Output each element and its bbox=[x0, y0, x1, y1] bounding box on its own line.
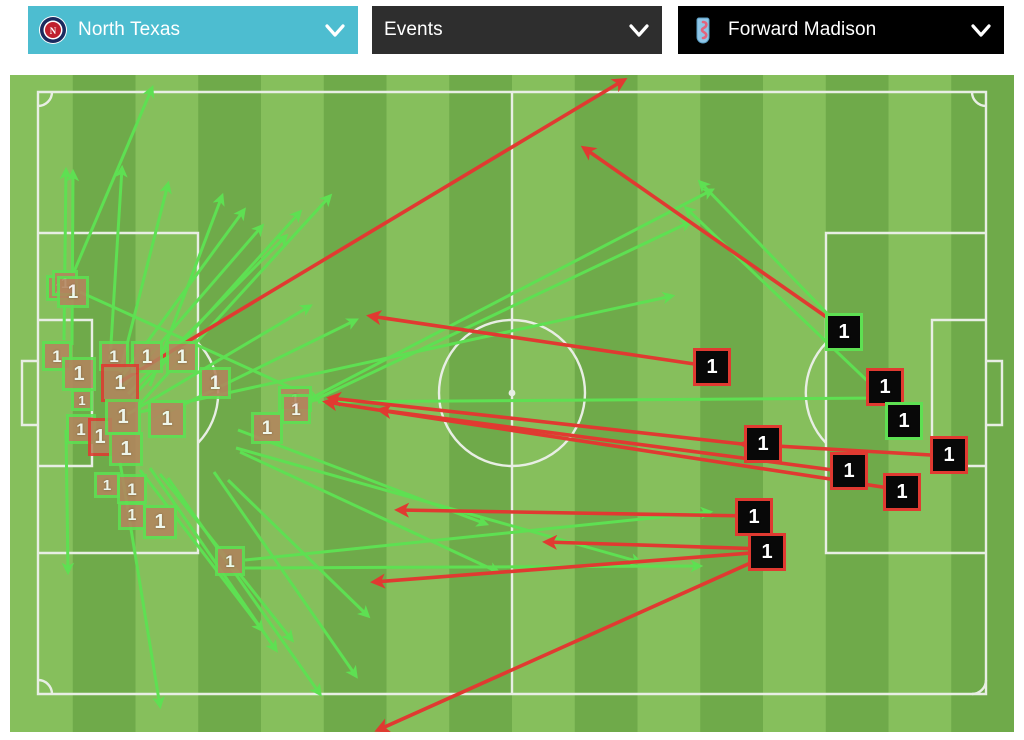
event-marker[interactable]: 1 bbox=[101, 364, 139, 402]
event-arrow bbox=[317, 391, 884, 405]
event-marker[interactable]: 1 bbox=[131, 341, 163, 373]
event-marker[interactable]: 1 bbox=[199, 367, 231, 399]
event-marker[interactable]: 1 bbox=[105, 399, 141, 435]
event-marker[interactable]: 1 bbox=[118, 502, 146, 530]
pitch-lines bbox=[20, 90, 1004, 696]
event-arrow bbox=[322, 396, 903, 492]
pitch-svg bbox=[10, 75, 1014, 732]
chevron-down-icon[interactable] bbox=[968, 17, 994, 43]
event-arrow bbox=[580, 145, 847, 332]
event-arrow bbox=[366, 310, 709, 368]
event-arrow bbox=[148, 467, 278, 653]
event-arrow bbox=[60, 84, 155, 301]
forward-madison-crest-icon bbox=[688, 15, 718, 45]
event-arrow bbox=[374, 554, 767, 732]
event-marker[interactable]: 1 bbox=[744, 425, 782, 463]
svg-text:N: N bbox=[50, 26, 57, 36]
event-marker[interactable]: 1 bbox=[930, 436, 968, 474]
event-arrow bbox=[61, 429, 75, 576]
event-type-dropdown[interactable]: Events bbox=[372, 6, 662, 54]
event-marker[interactable]: 1 bbox=[109, 432, 143, 466]
event-arrow bbox=[244, 506, 714, 562]
event-marker[interactable]: 1 bbox=[166, 341, 198, 373]
home-team-label: North Texas bbox=[78, 19, 181, 40]
event-arrow bbox=[119, 77, 628, 384]
event-arrow bbox=[394, 502, 753, 518]
chevron-down-icon[interactable] bbox=[322, 17, 348, 43]
event-arrow bbox=[66, 168, 80, 346]
event-arrow bbox=[108, 164, 128, 361]
event-marker[interactable]: 1 bbox=[148, 400, 186, 438]
event-marker[interactable]: 1 bbox=[62, 357, 96, 391]
event-arrow bbox=[118, 180, 172, 373]
event-marker[interactable]: 1 bbox=[57, 276, 89, 308]
event-marker[interactable]: 1 bbox=[94, 472, 120, 498]
event-marker[interactable]: 1 bbox=[866, 368, 904, 406]
event-marker[interactable]: 1 bbox=[748, 533, 786, 571]
away-team-dropdown[interactable]: Forward Madison bbox=[678, 6, 1004, 54]
event-arrow bbox=[166, 477, 322, 697]
event-arrow bbox=[370, 550, 765, 589]
event-marker[interactable]: 1 bbox=[883, 473, 921, 511]
event-marker[interactable]: 1 bbox=[71, 389, 93, 411]
event-arrow bbox=[697, 179, 847, 334]
event-arrow bbox=[138, 469, 265, 633]
event-arrow bbox=[244, 559, 704, 573]
filter-toolbar: N North Texas Events Forward Madison bbox=[0, 0, 1024, 60]
event-arrow bbox=[59, 166, 73, 341]
event-marker[interactable]: 1 bbox=[281, 394, 311, 424]
away-team-label: Forward Madison bbox=[728, 19, 877, 40]
event-marker[interactable]: 1 bbox=[825, 313, 863, 351]
event-type-label: Events bbox=[384, 19, 443, 40]
event-arrow bbox=[299, 188, 715, 406]
event-marker[interactable]: 1 bbox=[885, 402, 923, 440]
event-arrow bbox=[239, 450, 501, 574]
pitch-visualization[interactable]: 1111111111111111111111111111111111 bbox=[10, 75, 1014, 732]
north-texas-crest-icon: N bbox=[38, 15, 68, 45]
event-marker[interactable]: 1 bbox=[735, 498, 773, 536]
event-arrows bbox=[59, 77, 949, 732]
event-marker-layer: 1111111111111111111111111111111111 bbox=[10, 75, 1014, 732]
event-arrow bbox=[305, 220, 693, 406]
home-team-dropdown[interactable]: N North Texas bbox=[28, 6, 358, 54]
event-arrow bbox=[326, 391, 761, 448]
event-arrow bbox=[127, 304, 313, 416]
event-marker[interactable]: 1 bbox=[251, 412, 283, 444]
event-arrow bbox=[212, 471, 358, 679]
event-marker[interactable]: 1 bbox=[693, 348, 731, 386]
event-marker[interactable]: 1 bbox=[215, 546, 245, 576]
chevron-down-icon[interactable] bbox=[626, 17, 652, 43]
event-arrow bbox=[542, 534, 767, 551]
event-marker[interactable]: 1 bbox=[117, 474, 147, 504]
event-marker[interactable]: 1 bbox=[143, 505, 177, 539]
event-arrow bbox=[226, 478, 371, 619]
event-marker[interactable]: 1 bbox=[830, 452, 868, 490]
